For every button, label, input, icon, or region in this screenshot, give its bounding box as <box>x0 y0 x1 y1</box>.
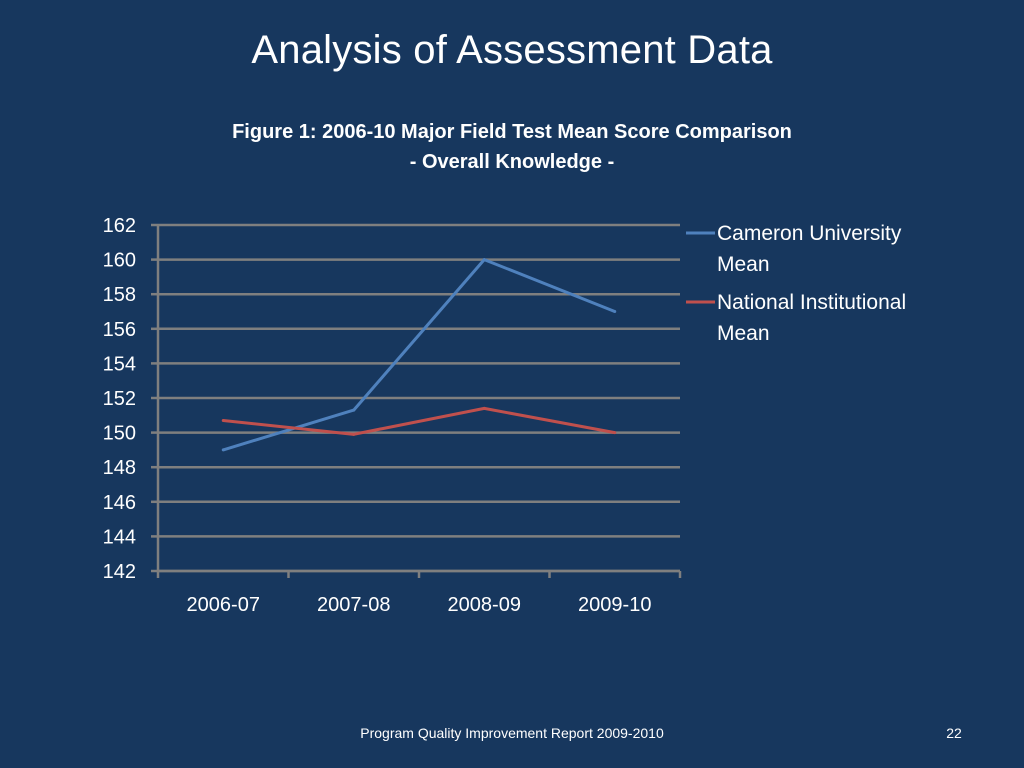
figure-title-block: Figure 1: 2006-10 Major Field Test Mean … <box>0 117 1024 177</box>
data-point <box>613 310 617 313</box>
footer-text: Program Quality Improvement Report 2009-… <box>360 725 664 741</box>
figure-title: Figure 1: 2006-10 Major Field Test Mean … <box>232 121 792 143</box>
data-point <box>613 431 617 435</box>
series-line-0 <box>222 258 616 452</box>
y-tick-label: 150 <box>103 423 136 445</box>
data-point <box>221 448 225 452</box>
data-point <box>482 258 486 262</box>
y-tick-label: 144 <box>103 526 136 548</box>
y-tick-label: 152 <box>103 388 136 410</box>
data-point <box>352 432 356 436</box>
y-tick-label: 160 <box>103 250 136 272</box>
y-tick-label: 156 <box>103 319 136 341</box>
figure-subtitle: - Overall Knowledge - <box>409 151 615 173</box>
y-tick-label: 154 <box>103 353 136 375</box>
slide-title: Analysis of Assessment Data <box>251 28 773 72</box>
x-tick-label: 2009-10 <box>578 594 651 616</box>
y-tick-label: 142 <box>103 561 136 583</box>
legend-label-0: Cameron University <box>717 222 902 245</box>
legend-label-0: Mean <box>717 253 770 276</box>
y-tick-label: 146 <box>103 492 136 514</box>
x-tick-label: 2006-07 <box>187 594 260 616</box>
x-tick-label: 2007-08 <box>317 594 390 616</box>
line-chart: 142 144 146 148 150 152 154 156 158 160 162 2006-07… <box>103 215 907 616</box>
y-tick-label: 158 <box>103 284 136 306</box>
data-point <box>221 418 225 422</box>
page-number: 22 <box>946 725 962 741</box>
data-point <box>352 408 356 412</box>
legend-label-1: Mean <box>717 322 770 345</box>
x-tick-label: 2008-09 <box>448 594 521 616</box>
data-point <box>482 406 486 410</box>
y-tick-label: 162 <box>103 215 136 237</box>
series-line-1 <box>223 406 616 436</box>
y-tick-label: 148 <box>103 457 136 479</box>
legend-label-1: National Institutional <box>717 291 906 314</box>
